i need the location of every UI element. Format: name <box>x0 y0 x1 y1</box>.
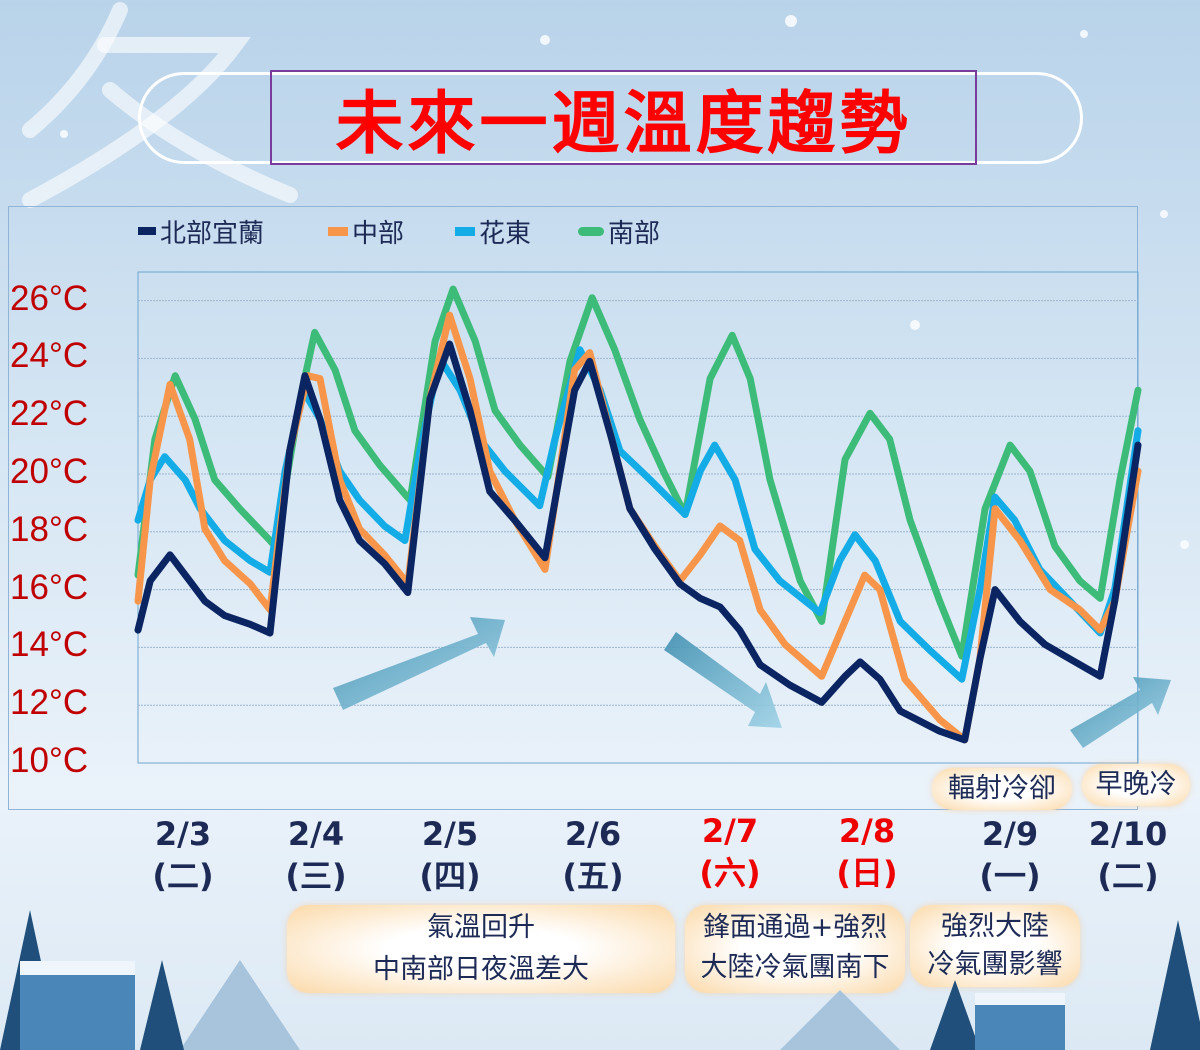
legend-label: 中部 <box>352 218 405 249</box>
y-tick-label: 14°C <box>10 625 89 665</box>
trend-up-arrow-icon <box>1070 677 1171 748</box>
note-text: 早晚冷 <box>1095 769 1177 800</box>
y-tick-label: 20°C <box>10 452 89 491</box>
note-cold-front: 鋒面通過+強烈 大陸冷氣團南下 <box>685 905 905 993</box>
date-label: 2/10 <box>1088 815 1168 853</box>
weekday-label: (二) <box>152 857 214 895</box>
legend-item-north: 北部宜蘭 <box>138 214 265 249</box>
legend-label: 花東 <box>479 218 532 249</box>
snowflake-icon <box>60 130 68 138</box>
note-cold-morning-evening: 早晚冷 <box>1082 764 1190 806</box>
date-label: 2/7 <box>701 812 759 850</box>
y-tick-label: 22°C <box>10 394 89 434</box>
house-icon <box>975 993 1065 1050</box>
note-text: 大陸冷氣團南下 <box>700 952 890 983</box>
legend-item-east: 花東 <box>455 214 532 249</box>
x-tick-label: 2/4 (三) <box>261 813 371 897</box>
tree-icon <box>930 980 980 1050</box>
y-tick-label: 24°C <box>10 336 89 376</box>
snowflake-icon <box>1080 30 1088 38</box>
date-label: 2/3 <box>154 815 212 853</box>
x-tick-label: 2/9 (一) <box>955 813 1065 897</box>
watermark-stroke <box>102 82 298 203</box>
note-text: 中南部日夜溫差大 <box>373 954 589 985</box>
date-label: 2/5 <box>421 815 479 853</box>
note-text: 氣溫回升 <box>427 912 535 943</box>
y-tick-label: 10°C <box>10 741 89 780</box>
x-tick-label: 2/5 (四) <box>395 813 505 897</box>
date-label: 2/6 <box>564 815 622 853</box>
note-text: 輻射冷卻 <box>948 773 1056 804</box>
weekday-label: (五) <box>562 857 624 895</box>
weekday-label: (二) <box>1097 857 1159 895</box>
y-tick-label: 18°C <box>10 509 89 549</box>
y-tick-label: 12°C <box>10 683 89 723</box>
house-icon <box>20 961 135 1050</box>
x-tick-label: 2/7 (六) <box>675 810 785 894</box>
note-cold-air-mass: 強烈大陸 冷氣團影響 <box>910 905 1080 987</box>
weekday-label: (一) <box>979 857 1041 895</box>
legend-swatch <box>138 227 156 235</box>
note-warming: 氣溫回升 中南部日夜溫差大 <box>287 905 675 993</box>
x-tick-label: 2/10 (二) <box>1073 813 1183 897</box>
mountain-decoration <box>180 960 300 1050</box>
snowflake-icon <box>1160 210 1168 218</box>
legend-label: 南部 <box>608 218 661 249</box>
x-tick-label: 2/6 (五) <box>538 813 648 897</box>
snowflake-icon <box>1180 540 1189 549</box>
legend-swatch <box>578 226 604 236</box>
snowflake-icon <box>785 15 797 27</box>
date-label: 2/9 <box>981 815 1039 853</box>
weekday-label: (四) <box>419 857 481 895</box>
legend-swatch <box>328 226 348 236</box>
weekday-label: (三) <box>285 857 347 895</box>
legend-label: 北部宜蘭 <box>160 218 265 249</box>
trend-up-arrow-icon <box>333 617 505 710</box>
weekday-label: (六) <box>699 854 761 892</box>
legend-item-central: 中部 <box>328 214 405 249</box>
weekday-label: (日) <box>836 854 898 892</box>
note-text: 冷氣團影響 <box>927 949 1063 980</box>
snowflake-icon <box>540 35 550 45</box>
y-tick-label: 26°C <box>10 278 89 318</box>
trend-down-arrow-icon <box>664 632 782 728</box>
mountain-decoration <box>780 990 900 1050</box>
snowflake-icon <box>910 320 920 330</box>
legend-item-south: 南部 <box>578 214 661 249</box>
watermark-stroke <box>22 2 128 138</box>
note-radiative-cooling: 輻射冷卻 <box>932 768 1072 810</box>
date-label: 2/8 <box>838 812 896 850</box>
y-tick-label: 16°C <box>10 567 89 607</box>
note-text: 強烈大陸 <box>941 911 1049 942</box>
x-tick-label: 2/3 (二) <box>128 813 238 897</box>
note-text: 鋒面通過+強烈 <box>702 912 888 943</box>
tree-icon <box>1150 920 1200 1050</box>
legend-swatch <box>455 226 475 236</box>
tree-icon <box>140 960 184 1050</box>
x-tick-label: 2/8 (日) <box>812 810 922 894</box>
date-label: 2/4 <box>287 815 345 853</box>
page-title: 未來一週溫度趨勢 <box>270 70 977 165</box>
series-line-north <box>134 340 1142 744</box>
title-pill <box>138 72 1083 164</box>
